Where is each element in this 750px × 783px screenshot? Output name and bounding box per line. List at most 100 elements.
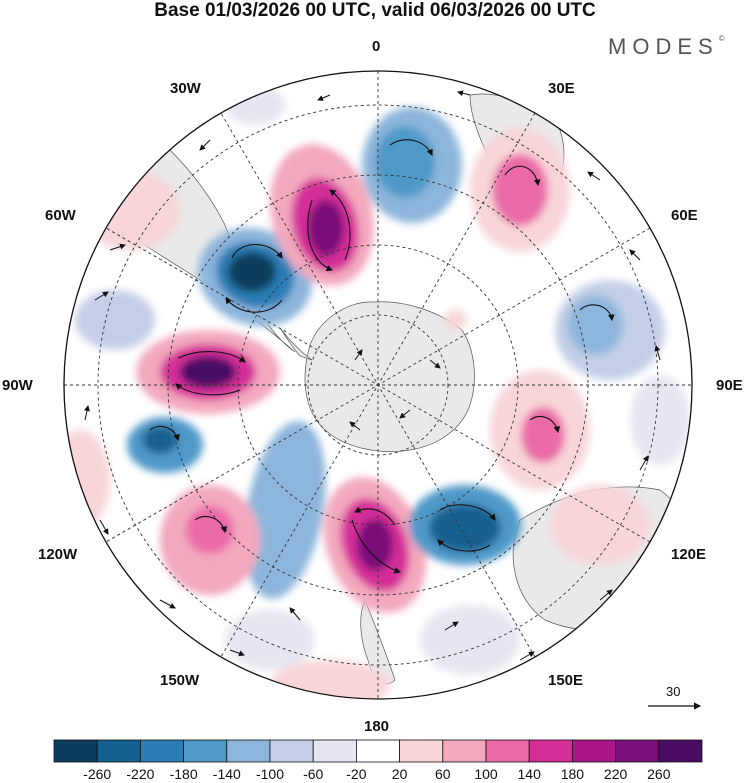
anomaly-weak-10: [443, 310, 467, 330]
colorbar-swatch: [183, 739, 228, 763]
wind-arrow: [519, 651, 535, 661]
colorbar-swatch: [96, 739, 141, 763]
anomaly-weak-2: [75, 290, 155, 350]
anomaly-weak-6: [420, 605, 520, 675]
wind-arrow: [354, 349, 363, 361]
lon-label-60w: 60W: [45, 207, 76, 224]
anomaly-high-south-atlantic-peak: [308, 200, 344, 256]
wind-arrow: [199, 139, 211, 151]
wind-arrow: [307, 199, 334, 272]
colorbar: [53, 739, 703, 763]
wind-arrow: [194, 515, 228, 534]
wind-arrow: [159, 599, 176, 609]
colorbar-swatch: [312, 739, 357, 763]
colorbar-swatch: [355, 739, 400, 763]
colorbar-swatch: [139, 739, 184, 763]
anomaly-weak-3: [550, 485, 650, 565]
colorbar-swatch: [572, 739, 617, 763]
anomaly-low-pacific-central: [244, 421, 326, 599]
graticule: [64, 71, 692, 699]
colorbar-swatch: [485, 739, 530, 763]
map-border: [63, 70, 693, 700]
wind-arrow: [177, 351, 246, 363]
wind-arrow: [231, 244, 283, 259]
colorbar-swatch: [53, 739, 98, 763]
colorbar-tick-label: 260: [647, 766, 671, 782]
colorbar-swatch: [399, 739, 444, 763]
anomaly-weak-1: [80, 170, 180, 250]
lon-label-30w: 30W: [170, 80, 201, 97]
lon-label-60e: 60E: [671, 207, 698, 224]
anomaly-low-weddell-north-core: [375, 126, 435, 198]
wind-arrow: [229, 649, 245, 657]
colorbar-tick-label: -180: [169, 766, 198, 782]
wind-arrow: [149, 425, 180, 442]
wind-arrow: [389, 139, 433, 156]
anomaly-high-drake-peak: [180, 356, 236, 388]
anomaly-weak-8: [630, 375, 690, 465]
lon-label-90e: 90E: [716, 377, 743, 394]
wind-arrow: [639, 455, 649, 471]
lon-label-120e: 120E: [671, 546, 707, 563]
colorbar-swatch: [269, 739, 314, 763]
wind-arrow: [629, 249, 641, 261]
lon-label-90w: 90W: [2, 377, 33, 394]
anomaly-high-indian-south-core: [521, 407, 565, 463]
lon-label-30e: 30E: [548, 80, 575, 97]
brand-mark: ©: [718, 34, 725, 43]
colorbar-tick-label: -140: [212, 766, 241, 782]
colorbar-swatch: [658, 739, 703, 763]
colorbar-tick-label: -100: [255, 766, 285, 782]
colorbar-tick-label: 20: [391, 766, 408, 782]
wind-arrow: [329, 189, 351, 261]
colorbar-tick-label: -60: [303, 766, 324, 782]
anomaly-high-ross-peak: [357, 519, 393, 571]
brand-text: MODES: [608, 34, 719, 59]
wind-arrow: [444, 621, 459, 631]
wind-arrow: [317, 94, 331, 101]
wind-arrow: [437, 539, 491, 552]
wind-arrow: [225, 297, 283, 313]
wind-arrow: [529, 415, 561, 434]
lon-label-150e: 150E: [548, 672, 584, 689]
wind-arrow: [289, 607, 301, 621]
wind-arrow: [504, 165, 541, 187]
wind-arrow: [349, 421, 361, 431]
wind-arrow: [429, 359, 441, 369]
colorbar-tick-label: 180: [560, 766, 585, 782]
shaded-anomalies: [64, 85, 690, 699]
anomaly-weak-7: [64, 430, 110, 530]
anomaly-low-south-atlantic-west-peak: [228, 252, 276, 292]
anomaly-fields: [64, 71, 692, 699]
wind-arrow: [99, 519, 109, 535]
wind-vectors: [149, 139, 615, 574]
lon-label-120w: 120W: [38, 546, 78, 563]
anomaly-high-south-africa-core: [492, 154, 548, 226]
anomaly-low-tasman-core: [429, 504, 501, 552]
wind-arrow: [84, 405, 90, 421]
colorbar-tick-label: -20: [346, 766, 367, 782]
anomaly-low-pacific-east-core: [142, 426, 178, 454]
wind-arrow: [457, 90, 471, 97]
anomaly-weak-4: [270, 660, 390, 699]
vector-reference-label: 30: [666, 684, 681, 699]
anomaly-low-indian-core: [567, 295, 623, 355]
small-wind-arrows: [84, 90, 661, 661]
colorbar-swatch: [442, 739, 487, 763]
map-title: Base 01/03/2026 00 UTC, valid 06/03/2026…: [154, 0, 596, 21]
wind-arrow: [399, 409, 411, 419]
colorbar-tick-label: -220: [126, 766, 155, 782]
wind-arrow: [351, 519, 402, 574]
wind-arrow: [109, 243, 126, 251]
lon-label-0: 0: [372, 38, 381, 55]
wind-arrow: [587, 171, 601, 181]
wind-arrow: [94, 291, 109, 301]
meridian-150e-30w: [220, 112, 536, 658]
anomaly-high-pacific-mid-core: [186, 506, 234, 554]
colorbar-tick-label: 60: [435, 766, 451, 782]
wind-arrow: [599, 589, 613, 601]
wind-arrow: [439, 504, 496, 521]
colorbar-tick-label: 220: [603, 766, 628, 782]
lon-label-180: 180: [364, 718, 390, 735]
